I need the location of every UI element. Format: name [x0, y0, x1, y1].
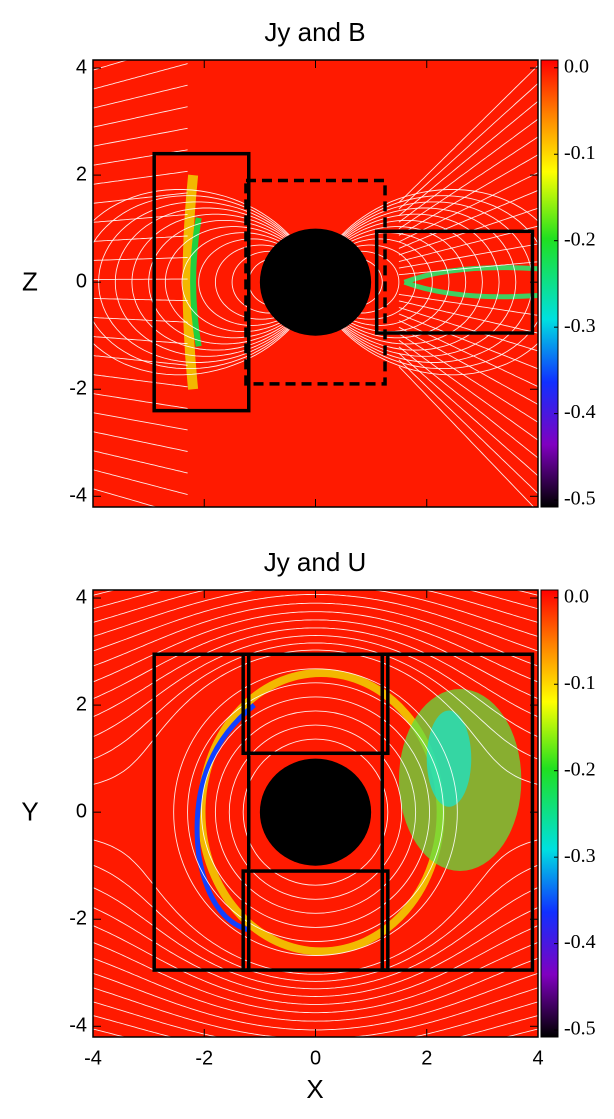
y-tick-label: 4: [76, 586, 87, 608]
x-tick-label: 0: [310, 1047, 321, 1069]
y-tick-label: 0: [76, 800, 87, 822]
colorbar: [541, 590, 558, 1037]
y-tick-label: 0: [76, 270, 87, 292]
y-tick-label: -4: [69, 1015, 87, 1037]
streamline: [82, 517, 549, 546]
colorbar-tick-label: -0.4: [564, 931, 596, 953]
colorbar-tick-label: -0.1: [564, 142, 596, 164]
colorbar-tick-label: -0.5: [564, 488, 596, 510]
colorbar: [541, 60, 558, 507]
y-tick-label: -2: [69, 908, 87, 930]
streamline: [82, 21, 188, 55]
colorbar-tick-label: -0.3: [564, 315, 596, 337]
y-tick-label: 4: [76, 56, 87, 78]
y-axis-label: Y: [21, 796, 38, 826]
streamline: [82, 504, 188, 537]
colorbar-tick-label: -0.4: [564, 401, 596, 423]
y-axis-label: Z: [22, 266, 38, 296]
plot-area: [65, 21, 566, 560]
x-tick-label: 4: [532, 1047, 543, 1069]
panel-title: Jy and U: [264, 547, 367, 577]
y-tick-label: 2: [76, 163, 87, 185]
flank-core: [427, 710, 472, 806]
y-tick-label: -4: [69, 485, 87, 507]
planet: [260, 229, 371, 336]
planet: [260, 759, 371, 866]
x-tick-label: 2: [421, 1047, 432, 1069]
colorbar-tick-label: 0.0: [564, 55, 589, 77]
streamline: [82, 506, 549, 532]
y-tick-label: 2: [76, 693, 87, 715]
colorbar-tick-label: -0.3: [564, 845, 596, 867]
x-axis-label: X: [306, 1074, 323, 1104]
x-tick-label: -2: [195, 1047, 213, 1069]
streamline: [82, 523, 188, 559]
colorbar-tick-label: -0.5: [564, 1018, 596, 1040]
panel-title: Jy and B: [264, 17, 365, 47]
colorbar-tick-label: -0.1: [564, 672, 596, 694]
colorbar-tick-label: -0.2: [564, 758, 596, 780]
y-tick-label: -2: [69, 378, 87, 400]
colorbar-tick-label: -0.2: [564, 228, 596, 250]
colorbar-tick-label: 0.0: [564, 585, 589, 607]
x-tick-label: -4: [84, 1047, 102, 1069]
